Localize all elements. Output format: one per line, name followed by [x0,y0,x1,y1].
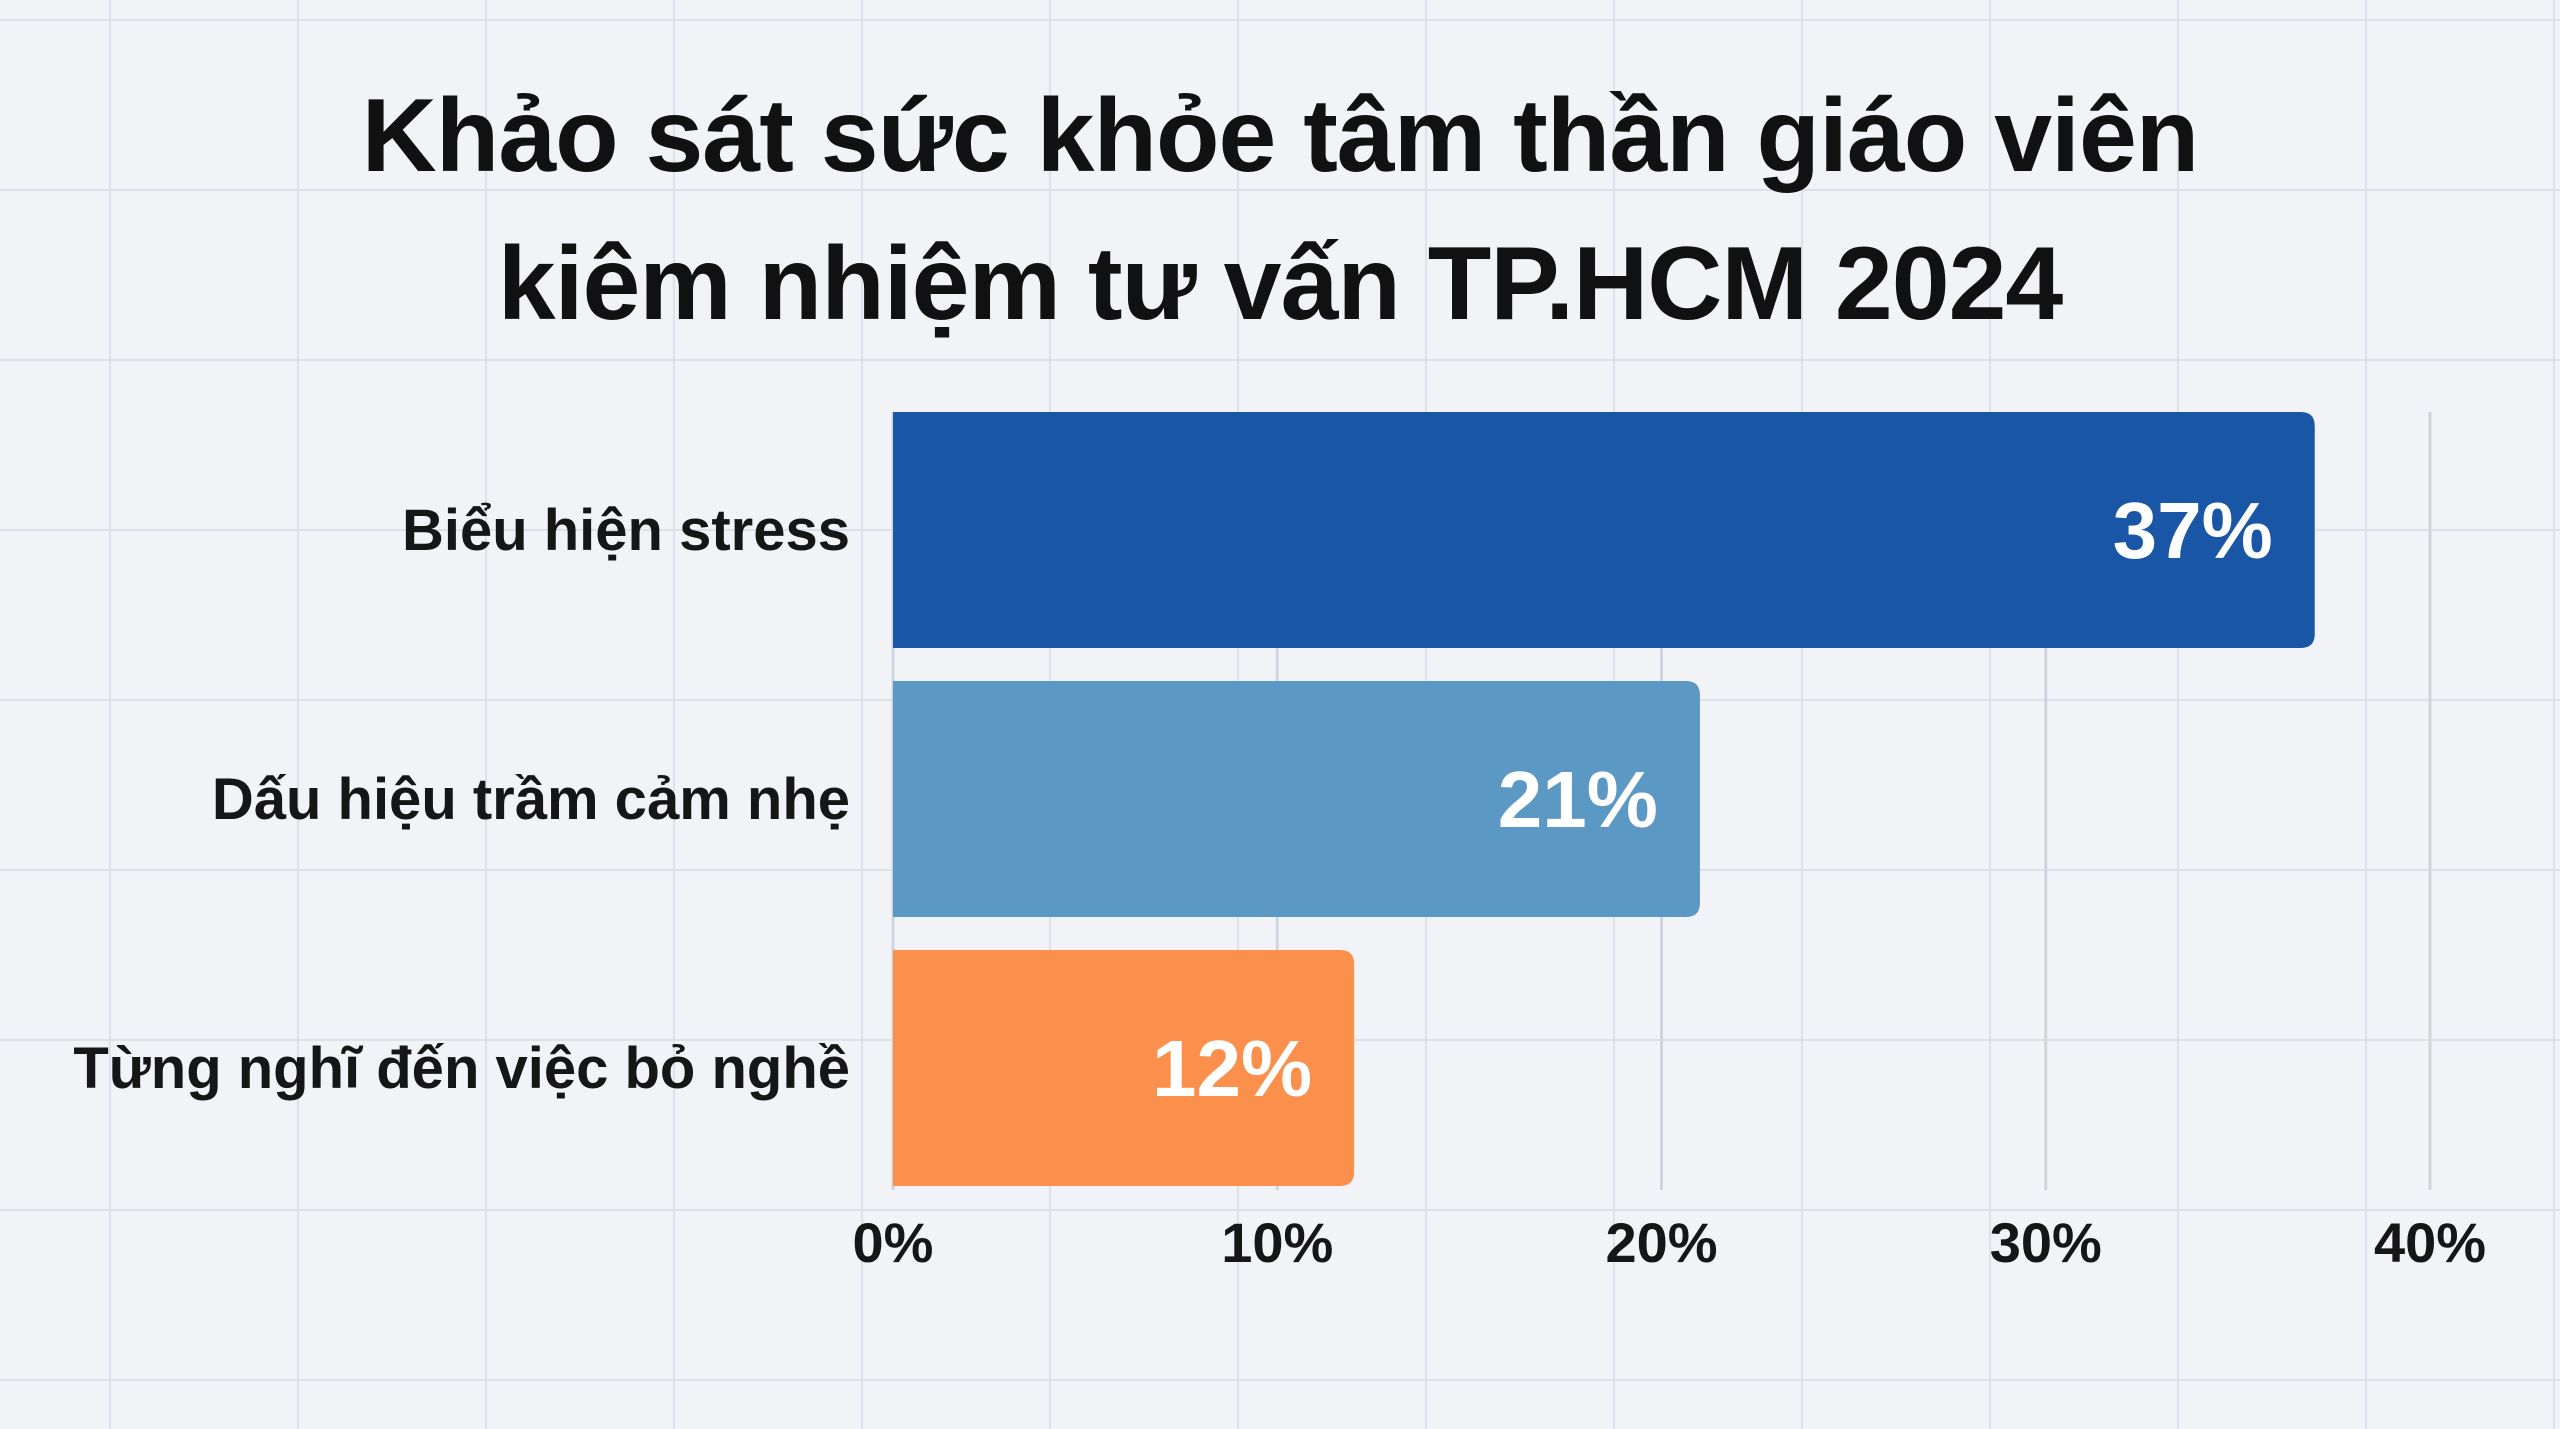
chart-title-line-1: Khảo sát sức khỏe tâm thần giáo viên [361,78,2200,194]
x-tick-label-3: 20% [1605,1211,1717,1274]
x-tick-label-5: 40% [2374,1211,2486,1274]
data-label-1: 37% [2113,486,2273,575]
data-label-3: 12% [1152,1024,1312,1113]
chart-title-line-2: kiêm nhiệm tư vấn TP.HCM 2024 [497,226,2064,342]
category-label-1: Biểu hiện stress [402,498,850,563]
bar-2 [893,681,1700,917]
x-tick-label-2: 10% [1221,1211,1333,1274]
category-label-2: Dấu hiệu trầm cảm nhẹ [212,767,850,832]
bars: 37% 21% 12% [893,412,2315,1186]
data-label-2: 21% [1498,755,1658,844]
chart-title: Khảo sát sức khỏe tâm thần giáo viên kiê… [0,62,2560,358]
category-labels: Biểu hiện stress Dấu hiệu trầm cảm nhẹ Từn… [73,498,850,1101]
x-tick-labels: 0% 10% 20% 30% 40% [853,1211,2487,1274]
bar-1 [893,412,2315,648]
category-label-3: Từng nghĩ đến việc bỏ nghề [73,1036,850,1101]
x-tick-label-4: 30% [1990,1211,2102,1274]
x-tick-label-1: 0% [853,1211,934,1274]
bar-3 [893,950,1355,1186]
